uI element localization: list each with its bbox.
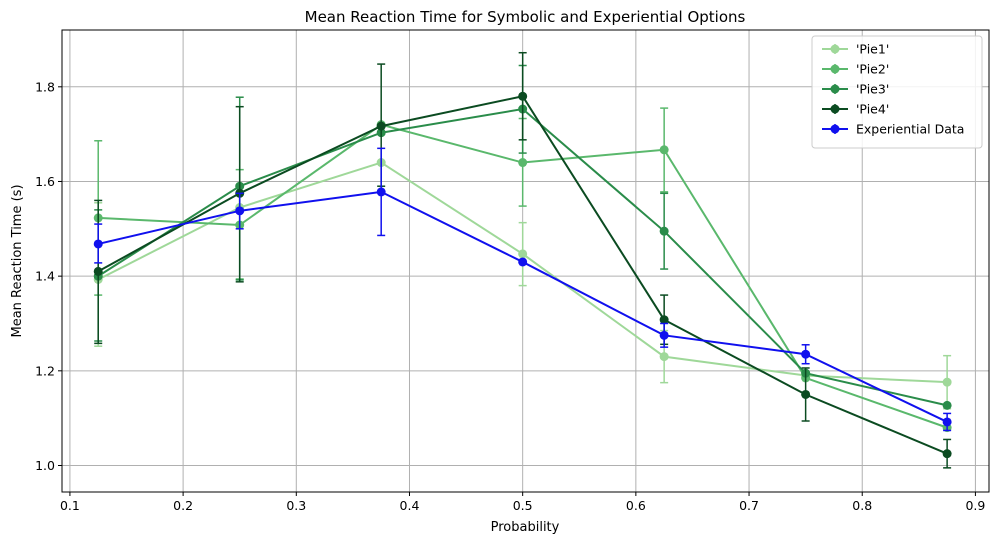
x-tick-label: 0.7: [739, 498, 759, 513]
x-axis-label: Probability: [491, 520, 560, 535]
x-tick-label: 0.8: [852, 498, 872, 513]
data-point: [942, 377, 952, 387]
data-point: [93, 266, 103, 276]
x-tick-label: 0.9: [965, 498, 985, 513]
legend-item: 'Pie3': [822, 82, 889, 97]
data-point: [659, 315, 669, 325]
legend-item: 'Pie2': [822, 62, 889, 77]
legend-item: 'Pie1': [822, 42, 889, 57]
legend-item: 'Pie4': [822, 102, 889, 117]
data-point: [518, 158, 528, 168]
y-tick-label: 1.6: [35, 174, 55, 189]
legend-item: Experiential Data: [822, 122, 964, 137]
x-ticks: 0.1 0.2 0.3 0.4 0.5 0.6 0.7 0.8 0.9: [60, 492, 985, 513]
data-point: [376, 121, 386, 131]
legend-label: Experiential Data: [856, 122, 964, 137]
x-tick-label: 0.6: [626, 498, 646, 513]
x-tick-label: 0.4: [400, 498, 420, 513]
data-point: [942, 417, 952, 427]
y-tick-label: 1.4: [35, 269, 55, 284]
y-ticks: 1.0 1.2 1.4 1.6 1.8: [35, 79, 62, 473]
data-point: [801, 349, 811, 359]
legend-marker: [830, 84, 840, 94]
x-tick-label: 0.5: [513, 498, 533, 513]
y-axis-label: Mean Reaction Time (s): [10, 184, 25, 337]
x-tick-label: 0.2: [173, 498, 193, 513]
data-point: [801, 389, 811, 399]
data-point: [942, 449, 952, 459]
chart-title: Mean Reaction Time for Symbolic and Expe…: [305, 8, 746, 26]
x-tick-label: 0.3: [286, 498, 306, 513]
plot-frame: [61, 29, 990, 493]
y-tick-label: 1.8: [35, 79, 55, 94]
data-point: [376, 187, 386, 197]
data-point: [235, 206, 245, 216]
data-point: [518, 257, 528, 267]
data-point: [518, 91, 528, 101]
legend-marker: [830, 44, 840, 54]
legend-marker: [830, 64, 840, 74]
data-point: [518, 249, 528, 259]
legend-marker: [830, 104, 840, 114]
y-tick-label: 1.2: [35, 363, 55, 378]
legend-frame: [811, 35, 983, 149]
legend-label: 'Pie3': [856, 82, 889, 97]
legend-label: 'Pie2': [856, 62, 889, 77]
data-point: [659, 330, 669, 340]
legend-marker: [830, 124, 840, 134]
data-point: [659, 226, 669, 236]
legend-label: 'Pie4': [856, 102, 889, 117]
data-point: [942, 400, 952, 410]
data-point: [93, 239, 103, 249]
x-tick-label: 0.1: [60, 498, 80, 513]
legend-label: 'Pie1': [856, 42, 889, 57]
series-5: [93, 147, 952, 432]
legend: 'Pie1' 'Pie2' 'Pie3' 'Pie4' Experiential Dat…: [811, 35, 983, 149]
y-tick-label: 1.0: [35, 458, 55, 473]
data-point: [659, 145, 669, 155]
series-layer: [93, 51, 952, 469]
data-point: [659, 352, 669, 362]
